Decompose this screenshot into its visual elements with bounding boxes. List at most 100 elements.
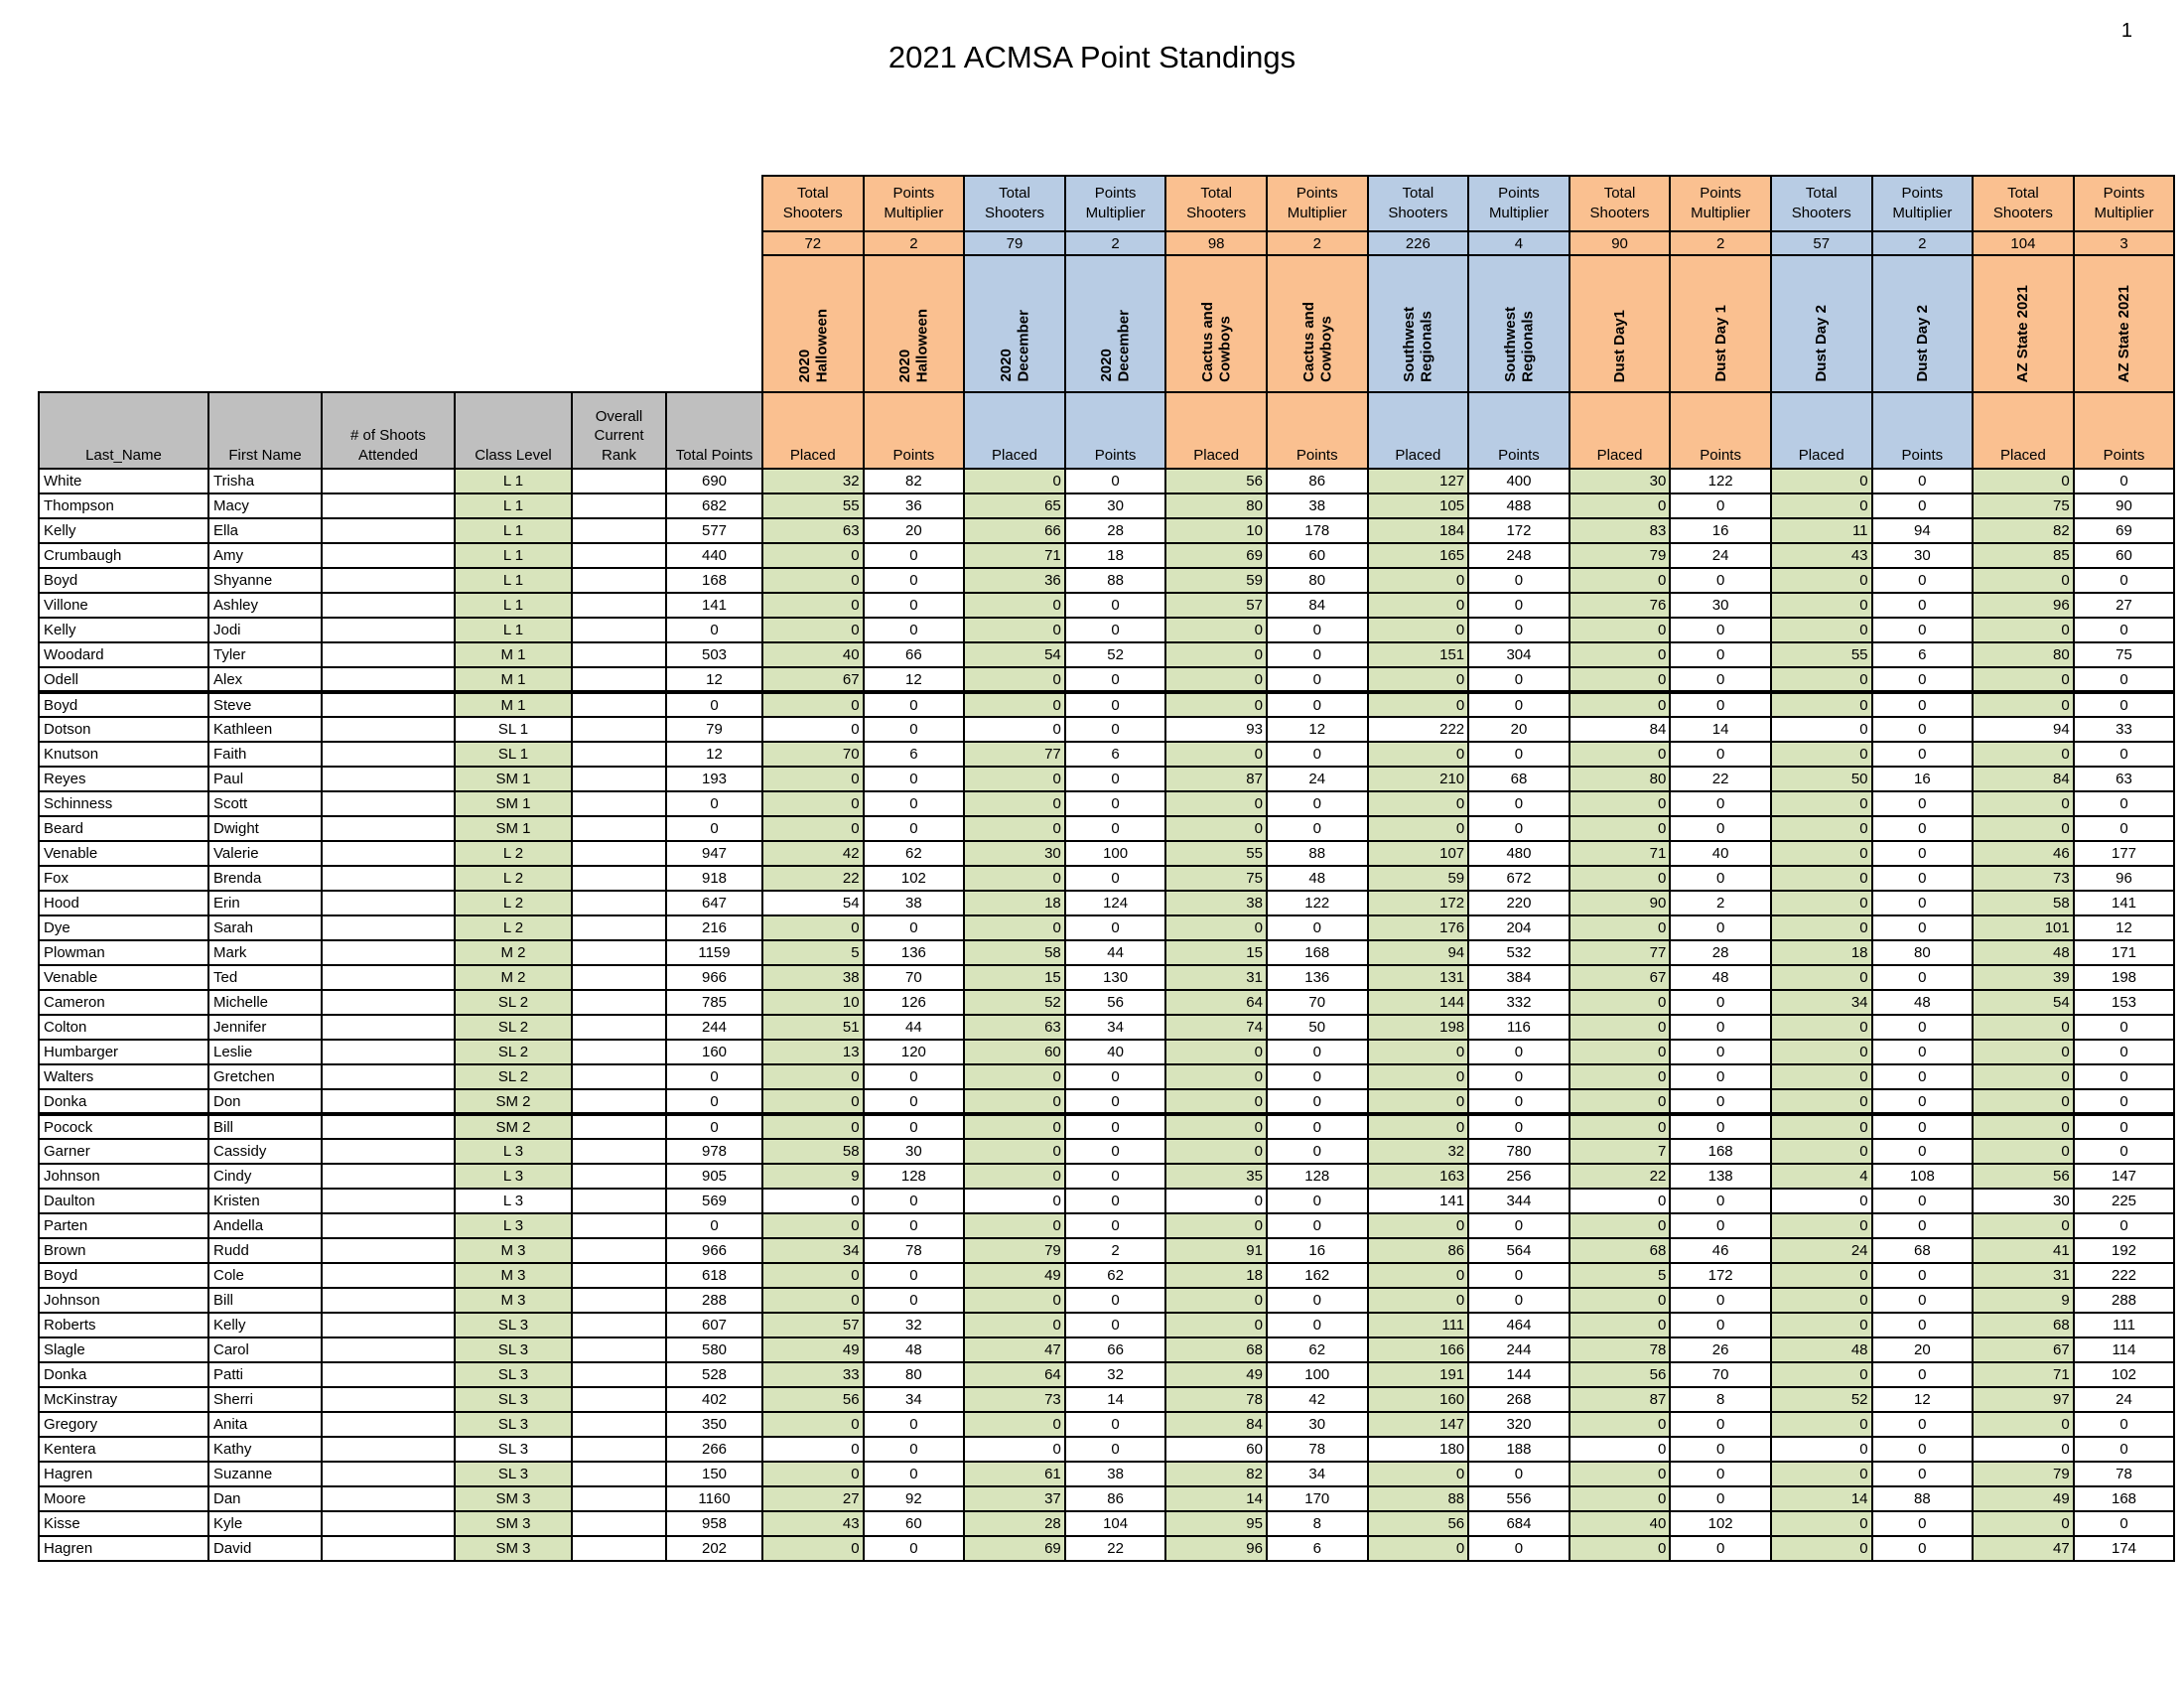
cell-first-name: Carol [207, 1336, 323, 1363]
cell-overall-rank [571, 1088, 667, 1116]
cell-overall-rank [571, 1361, 667, 1388]
cell-points: 248 [1467, 542, 1570, 569]
cell-shoots-attended [321, 1510, 456, 1537]
cell-first-name: Sherri [207, 1386, 323, 1413]
cell-points: 0 [1265, 790, 1369, 817]
cell-first-name: Sarah [207, 914, 323, 941]
cell-points: 33 [2072, 716, 2176, 743]
cell-class-level: SL 3 [454, 1436, 573, 1463]
cell-placed: 49 [1164, 1361, 1268, 1388]
cell-points: 26 [1669, 1336, 1772, 1363]
cell-total-points: 150 [665, 1461, 763, 1487]
cell-placed: 0 [963, 914, 1066, 941]
cell-placed: 0 [1366, 1212, 1470, 1239]
cell-placed: 0 [1769, 716, 1873, 743]
cell-last-name: Hood [38, 890, 209, 916]
cell-total-points: 580 [665, 1336, 763, 1363]
cell-total-points: 966 [665, 1237, 763, 1264]
cell-placed: 61 [963, 1461, 1066, 1487]
cell-overall-rank [571, 1163, 667, 1190]
cell-class-level: M 3 [454, 1287, 573, 1314]
cell-points: 0 [862, 1063, 966, 1090]
cell-placed: 0 [1164, 1063, 1268, 1090]
cell-points: 0 [1870, 914, 1975, 941]
cell-placed: 0 [1972, 666, 2075, 694]
cell-overall-rank [571, 617, 667, 643]
cell-points: 102 [2072, 1361, 2176, 1388]
cell-placed: 0 [963, 1287, 1066, 1314]
cell-placed: 0 [1164, 617, 1268, 643]
cell-points: 32 [862, 1312, 966, 1338]
cell-class-level: L 2 [454, 840, 573, 867]
cell-overall-rank [571, 1386, 667, 1413]
cell-points: 0 [1063, 1088, 1167, 1116]
cell-points: 24 [2072, 1386, 2176, 1413]
header-total-shooters: Total Shooters [1366, 175, 1470, 232]
cell-total-points: 0 [665, 790, 763, 817]
cell-placed: 0 [963, 1436, 1066, 1463]
table-row: Boyd Shyanne L 1 168 0 0 36 88 59 80 0 0 0 0 0 0 0 0 [38, 567, 2176, 594]
cell-class-level: SM 3 [454, 1535, 573, 1562]
cell-placed: 144 [1366, 989, 1470, 1016]
cell-points: 52 [1063, 641, 1167, 668]
cell-placed: 0 [1769, 1535, 1873, 1562]
cell-last-name: Thompson [38, 492, 209, 519]
cell-points: 0 [1669, 1461, 1772, 1487]
cell-placed: 0 [1769, 1088, 1873, 1116]
cell-points: 22 [1669, 766, 1772, 792]
cell-placed: 0 [1366, 1287, 1470, 1314]
cell-placed: 13 [761, 1039, 865, 1065]
cell-points: 0 [1467, 1212, 1570, 1239]
cell-total-points: 141 [665, 592, 763, 619]
cell-points: 172 [1467, 517, 1570, 544]
cell-placed: 0 [1769, 1287, 1873, 1314]
cell-points: 0 [1467, 1262, 1570, 1289]
event-name-label: Cactus and Cowboys [1299, 302, 1334, 382]
cell-points: 16 [1265, 1237, 1369, 1264]
cell-placed: 18 [1769, 939, 1873, 966]
cell-placed: 107 [1366, 840, 1470, 867]
header-total-shooters: Total Shooters [761, 175, 865, 232]
cell-points: 114 [2072, 1336, 2176, 1363]
cell-points: 0 [1669, 815, 1772, 842]
page-title: 2021 ACMSA Point Standings [887, 40, 1297, 74]
cell-placed: 42 [761, 840, 865, 867]
event-name-rotated: Cactus and Cowboys [1164, 254, 1268, 393]
cell-placed: 48 [1972, 939, 2075, 966]
cell-points: 204 [1467, 914, 1570, 941]
cell-points: 12 [862, 666, 966, 694]
header-shooters-count: 57 [1769, 230, 1873, 256]
column-header: Class Level [454, 391, 573, 470]
cell-points: 0 [862, 914, 966, 941]
cell-points: 0 [1870, 790, 1975, 817]
cell-placed: 32 [761, 468, 865, 494]
cell-points: 88 [1870, 1485, 1975, 1512]
cell-placed: 67 [761, 666, 865, 694]
header-left-blank [39, 255, 762, 392]
cell-class-level: SL 1 [454, 716, 573, 743]
cell-points: 0 [1669, 1188, 1772, 1214]
table-row: Venable Valerie L 2 947 42 62 30 100 55 88 107 480 7… [38, 840, 2176, 867]
cell-last-name: Gregory [38, 1411, 209, 1438]
cell-points: 27 [2072, 592, 2176, 619]
cell-points: 138 [1669, 1163, 1772, 1190]
cell-points: 0 [1467, 815, 1570, 842]
cell-points: 0 [1870, 741, 1975, 768]
cell-placed: 35 [1164, 1163, 1268, 1190]
cell-last-name: Slagle [38, 1336, 209, 1363]
cell-placed: 0 [963, 1138, 1066, 1165]
cell-points: 88 [1265, 840, 1369, 867]
cell-placed: 0 [761, 1535, 865, 1562]
cell-points: 0 [1669, 914, 1772, 941]
cell-placed: 105 [1366, 492, 1470, 519]
cell-points: 30 [1265, 1411, 1369, 1438]
cell-first-name: Macy [207, 492, 323, 519]
cell-placed: 0 [1366, 1063, 1470, 1090]
event-name-rotated: Dust Day 1 [1669, 254, 1772, 393]
cell-class-level: L 2 [454, 865, 573, 892]
table-row: Crumbaugh Amy L 1 440 0 0 71 18 69 60 165 248 79 24 43… [38, 542, 2176, 569]
cell-points: 136 [862, 939, 966, 966]
cell-placed: 0 [1164, 741, 1268, 768]
cell-total-points: 79 [665, 716, 763, 743]
